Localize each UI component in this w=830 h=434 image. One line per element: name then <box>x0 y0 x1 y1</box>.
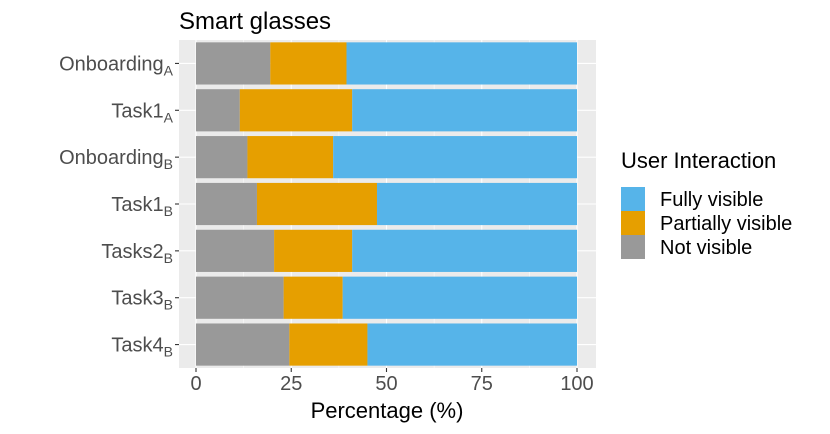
bar-segment <box>196 136 248 179</box>
legend-swatch <box>621 211 645 235</box>
legend-label: Not visible <box>660 237 752 259</box>
bar-segment <box>367 323 577 366</box>
legend-label: Partially visible <box>660 213 792 235</box>
bar-segment <box>376 182 577 226</box>
x-tick-label: 0 <box>190 373 201 395</box>
bar-segment <box>256 182 377 226</box>
y-tick-label: Task1B <box>111 194 173 219</box>
x-tick-label: 75 <box>471 373 493 395</box>
bar-segment <box>352 229 577 272</box>
bars <box>196 42 577 366</box>
bar-segment <box>333 136 577 179</box>
y-tick-label: Tasks2B <box>101 241 173 266</box>
x-axis-title: Percentage (%) <box>311 398 464 423</box>
bar-segment <box>196 182 257 226</box>
x-tick-label: 100 <box>560 373 593 395</box>
bar-segment <box>196 42 271 85</box>
x-axis: 0 25 50 75 100 <box>190 368 594 395</box>
bar-segment <box>196 323 290 366</box>
legend-label: Fully visible <box>660 189 763 211</box>
legend-swatch <box>621 235 645 259</box>
bar-segment <box>352 89 577 132</box>
bar-segment <box>196 89 240 132</box>
bar-segment <box>196 276 284 319</box>
legend: User Interaction Fully visiblePartially … <box>621 148 792 259</box>
bar-segment <box>342 276 577 319</box>
bar-segment <box>289 323 368 366</box>
bar-segment <box>283 276 343 319</box>
y-tick-label: Task3B <box>111 288 173 313</box>
bar-segment <box>247 136 334 179</box>
x-tick-label: 50 <box>375 373 397 395</box>
y-tick-label: Task1A <box>111 100 173 125</box>
bar-segment <box>274 229 353 272</box>
y-tick-label: OnboardingA <box>59 53 174 78</box>
bar-segment <box>239 89 353 132</box>
y-tick-label: OnboardingB <box>59 147 173 172</box>
y-tick-label: Task4B <box>111 335 173 360</box>
legend-title: User Interaction <box>621 148 776 173</box>
bar-segment <box>270 42 347 85</box>
bar-segment <box>346 42 577 85</box>
bar-segment <box>196 229 275 272</box>
legend-swatch <box>621 187 645 211</box>
chart-title: Smart glasses <box>179 8 331 35</box>
y-axis: OnboardingA Task1A OnboardingB Task1B Tasks2… <box>59 53 179 360</box>
x-tick-label: 25 <box>280 373 302 395</box>
